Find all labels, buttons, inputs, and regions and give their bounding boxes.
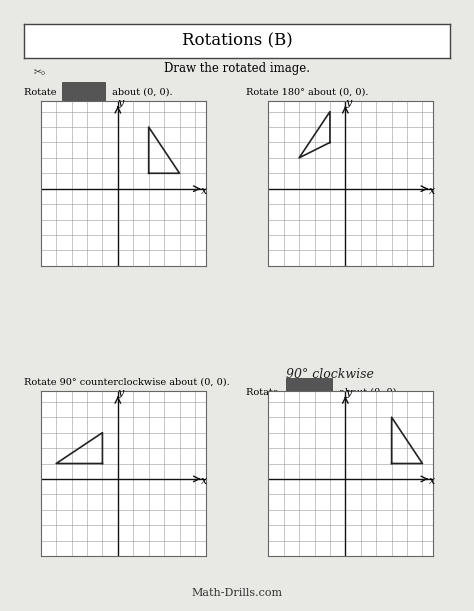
Text: y: y bbox=[118, 98, 124, 108]
Text: y: y bbox=[346, 389, 352, 398]
Text: Math-Drills.com: Math-Drills.com bbox=[191, 588, 283, 598]
Text: 90° clockwise: 90° clockwise bbox=[286, 368, 374, 381]
Text: x: x bbox=[429, 476, 435, 486]
Text: x: x bbox=[429, 186, 435, 196]
Text: Rotate 180° about (0, 0).: Rotate 180° about (0, 0). bbox=[246, 88, 369, 97]
Text: y: y bbox=[346, 98, 352, 108]
Text: Draw the rotated image.: Draw the rotated image. bbox=[164, 62, 310, 75]
Text: Rotate 90° counterclockwise about (0, 0).: Rotate 90° counterclockwise about (0, 0)… bbox=[24, 378, 229, 387]
Text: Rotate: Rotate bbox=[24, 88, 59, 97]
Text: Rotate: Rotate bbox=[246, 388, 282, 397]
Text: ✂₀: ✂₀ bbox=[33, 67, 45, 76]
Text: about (0, 0).: about (0, 0). bbox=[336, 388, 400, 397]
Text: about (0, 0).: about (0, 0). bbox=[109, 88, 173, 97]
Text: Rotations (B): Rotations (B) bbox=[182, 33, 292, 49]
Text: x: x bbox=[201, 476, 208, 486]
Bar bbox=[62, 81, 105, 100]
Bar bbox=[286, 378, 332, 400]
Text: y: y bbox=[118, 389, 124, 398]
Text: x: x bbox=[201, 186, 208, 196]
